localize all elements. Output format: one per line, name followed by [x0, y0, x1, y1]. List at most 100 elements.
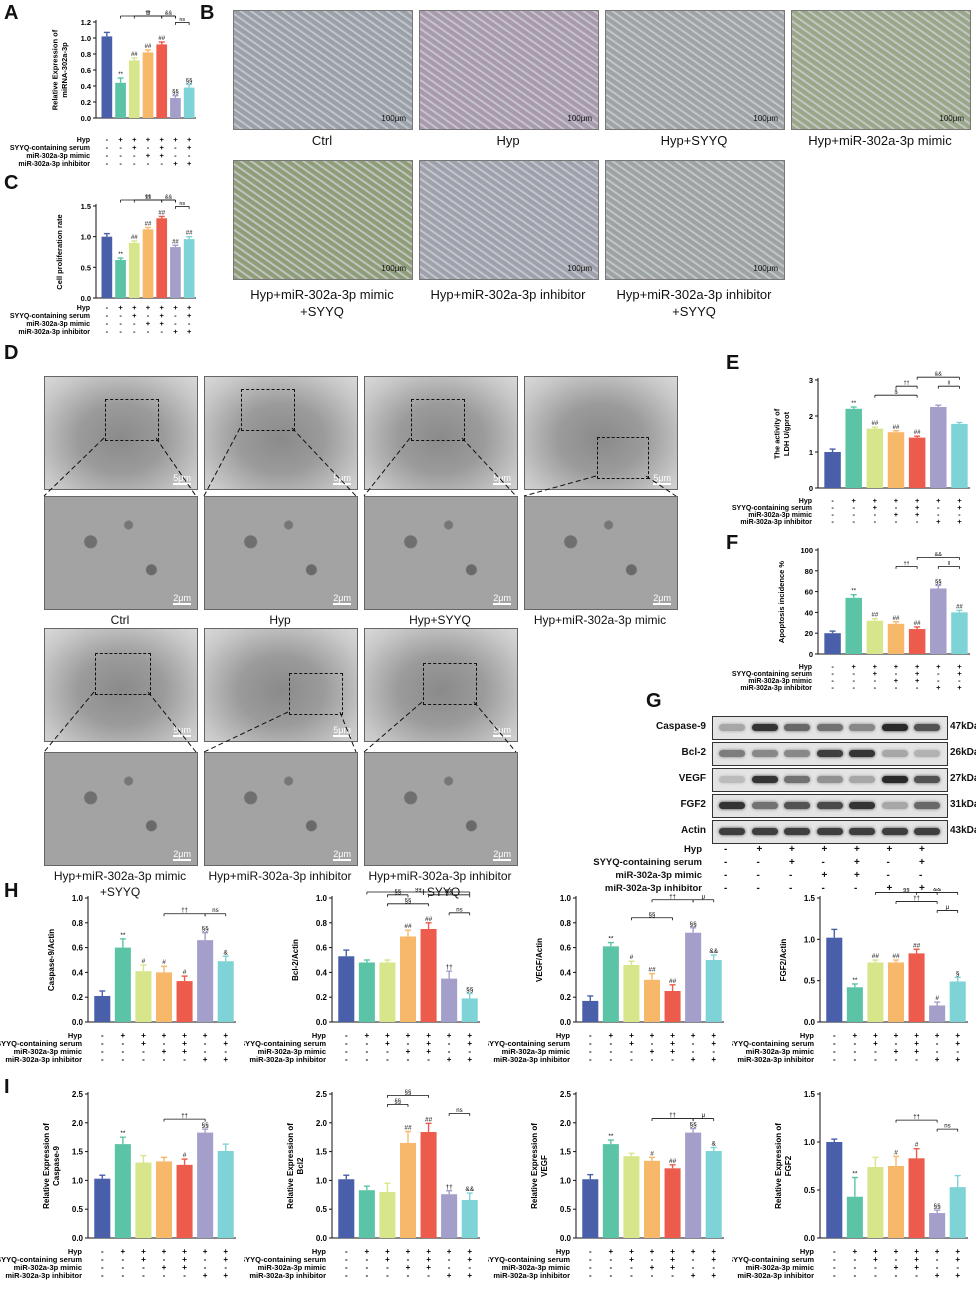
group-sign: + — [203, 1247, 208, 1256]
group-row-label: miR-302a-3p inhibitor — [493, 1271, 570, 1280]
significance-mark: # — [183, 1152, 187, 1159]
y-axis-label: VEGF — [540, 1155, 549, 1177]
bar — [115, 259, 126, 298]
bar — [142, 52, 154, 118]
group-sign: + — [182, 1031, 187, 1040]
bracket-label: †† — [669, 894, 676, 900]
group-row-label: miR-302a-3p mimic — [14, 1263, 82, 1272]
significance-mark: ## — [158, 210, 165, 216]
bar — [399, 1142, 417, 1238]
group-sign: - — [147, 311, 150, 320]
group-sign: + — [629, 1255, 634, 1264]
bar — [867, 962, 884, 1022]
group-sign: - — [119, 319, 122, 328]
group-sign: + — [670, 1247, 675, 1256]
group-sign: + — [894, 1047, 899, 1056]
group-row-label: SYYQ-containing serum — [0, 1039, 82, 1048]
group-sign: - — [407, 1039, 410, 1048]
group-sign: - — [886, 870, 890, 881]
group-sign: - — [366, 1055, 369, 1064]
group-sign: - — [895, 503, 898, 512]
bar — [602, 1144, 619, 1238]
group-sign: + — [609, 1247, 614, 1256]
blot-band — [849, 802, 875, 809]
group-sign: - — [852, 510, 855, 519]
blot-band — [784, 802, 810, 809]
group-sign: - — [407, 1271, 410, 1280]
group-sign: - — [122, 1255, 125, 1264]
cell-micrograph: 100μm — [605, 10, 785, 130]
group-row-label: miR-302a-3p inhibitor — [737, 1055, 814, 1064]
group-row-label: SYYQ-containing serum — [10, 313, 90, 320]
group-sign: + — [406, 1247, 411, 1256]
significance-mark: ** — [852, 977, 858, 984]
blot-protein-label: VEGF — [678, 773, 706, 784]
group-row-label: miR-302a-3p inhibitor — [249, 1055, 326, 1064]
blot-band — [784, 750, 810, 757]
group-sign: - — [831, 676, 834, 685]
group-sign: + — [854, 844, 860, 855]
group-sign: - — [386, 1263, 389, 1272]
cell-micrograph: 100μm — [233, 160, 413, 280]
bar — [128, 242, 140, 298]
group-sign: + — [821, 844, 828, 855]
scale-bar-label: 100μm — [381, 114, 406, 123]
group-sign: - — [831, 503, 834, 512]
group-sign: + — [426, 1031, 431, 1040]
group-sign: - — [651, 1271, 654, 1280]
group-sign: + — [467, 1255, 472, 1264]
panel-label-i: I — [4, 1076, 10, 1098]
group-row-label: miR-302a-3p mimic — [258, 1263, 326, 1272]
group-sign: + — [711, 1055, 716, 1064]
bar — [217, 1151, 234, 1238]
group-sign: + — [894, 676, 899, 685]
group-sign: + — [447, 1271, 452, 1280]
group-row-label: SYYQ-containing serum — [488, 1039, 570, 1048]
blot-band — [751, 828, 778, 835]
panel-label-a: A — [4, 2, 19, 24]
group-sign: + — [447, 1247, 452, 1256]
group-sign: - — [427, 1055, 430, 1064]
zoom-region-box — [597, 437, 649, 479]
y-tick-label: 1.0 — [560, 1176, 572, 1185]
scale-bar-label: 2μm — [333, 849, 351, 861]
bar — [156, 44, 168, 118]
group-sign: - — [854, 1263, 857, 1272]
y-tick-label: 0.6 — [72, 944, 84, 953]
group-row-label: miR-302a-3p mimic — [14, 1047, 82, 1056]
group-sign: + — [852, 496, 857, 505]
group-sign: - — [692, 1255, 695, 1264]
zoom-region-box — [289, 673, 343, 715]
group-row-label: SYYQ-containing serum — [0, 1255, 82, 1264]
group-sign: - — [852, 669, 855, 678]
group-sign: - — [386, 1271, 389, 1280]
group-sign: + — [146, 303, 151, 312]
group-sign: - — [874, 1055, 877, 1064]
group-sign: + — [915, 510, 920, 519]
group-row-label: Hyp — [800, 1247, 815, 1256]
group-sign: - — [915, 1271, 918, 1280]
blot-band — [719, 802, 745, 809]
group-row-label: Hyp — [77, 305, 90, 312]
y-tick-label: 0 — [809, 484, 813, 493]
group-sign: + — [955, 1271, 960, 1280]
bar — [358, 1190, 375, 1238]
scale-bar-label: 5μm — [333, 473, 351, 485]
group-sign: + — [132, 311, 137, 320]
group-sign: + — [173, 159, 178, 168]
panel-label-c: C — [4, 172, 19, 194]
bracket-label: μ — [702, 1113, 706, 1119]
y-tick-label: 0.0 — [81, 294, 91, 303]
bracket-label: ns — [212, 908, 218, 914]
y-tick-label: 1.0 — [316, 894, 328, 903]
scale-bar-label: 5μm — [493, 473, 511, 485]
group-sign: + — [821, 870, 828, 881]
group-sign: + — [223, 1247, 228, 1256]
zoom-region-box — [411, 399, 465, 441]
group-row-label: Hyp — [684, 844, 702, 855]
y-tick-label: 2.0 — [560, 1119, 572, 1128]
bracket-label: $ — [894, 390, 897, 396]
group-sign: - — [789, 870, 793, 881]
group-sign: - — [915, 1055, 918, 1064]
group-sign: + — [915, 669, 920, 678]
